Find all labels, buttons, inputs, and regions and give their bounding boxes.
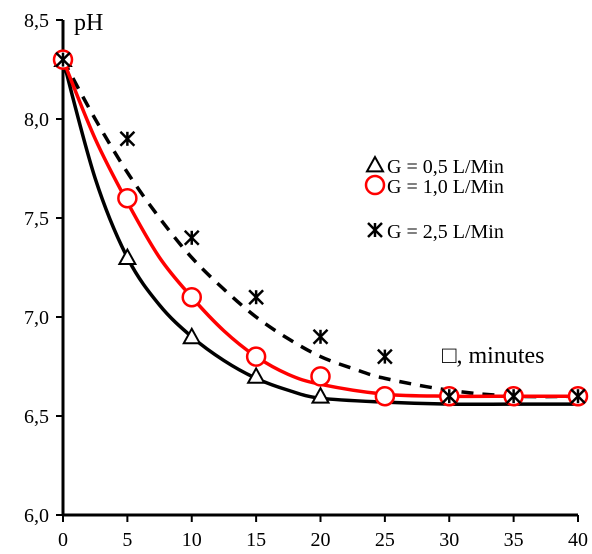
series-2-point [183, 229, 200, 246]
legend-marker-2 [367, 222, 383, 238]
axes: 6,0 6,5 7,0 7,5 8,0 8,5 0 5 10 15 20 25 30 35 40 [24, 10, 588, 551]
x-tick-label: 35 [504, 529, 524, 551]
x-tick-label: 5 [122, 529, 132, 551]
y-axis-title: pH [74, 10, 103, 36]
legend-marker-1 [364, 174, 386, 196]
series-2-point [570, 388, 586, 405]
x-tick-label: 25 [375, 529, 395, 551]
series-2-point [119, 130, 136, 147]
series-2-point [312, 328, 329, 345]
series-1-point [310, 366, 331, 387]
x-axis-title: □, minutes [442, 343, 545, 369]
data-markers [52, 49, 589, 407]
legend-marker-0 [365, 154, 385, 173]
x-tick-label: 40 [568, 529, 588, 551]
x-tick-label: 10 [182, 529, 202, 551]
legend-label-1: G = 1,0 L/Min [387, 176, 504, 198]
legend-label-0: G = 0,5 L/Min [387, 156, 504, 178]
series-0-point [246, 366, 266, 384]
x-tick-label: 0 [58, 529, 68, 551]
x-tick-label: 30 [439, 529, 459, 551]
series-2-point [441, 388, 458, 405]
series-1-point [374, 385, 396, 407]
x-tick-label: 20 [311, 529, 331, 551]
legend-label-2: G = 2,5 L/Min [387, 221, 504, 243]
x-tick-label: 15 [246, 529, 266, 551]
series-2-point [55, 51, 71, 68]
series-0-point [117, 247, 138, 265]
series-2-point [376, 348, 393, 365]
series-1-point [181, 286, 202, 308]
y-tick-label: 6,5 [24, 406, 49, 428]
series-2-point [505, 388, 522, 405]
series-0-point [310, 386, 331, 404]
series-2-point [248, 289, 265, 306]
y-tick-label: 7,0 [24, 307, 49, 329]
series-1-point [117, 187, 138, 209]
y-tick-label: 7,5 [24, 208, 49, 230]
series-1-point [245, 346, 267, 367]
series-0-point [182, 326, 202, 345]
y-tick-label: 6,0 [24, 505, 49, 527]
y-tick-label: 8,0 [24, 109, 49, 131]
y-tick-label: 8,5 [24, 10, 49, 32]
